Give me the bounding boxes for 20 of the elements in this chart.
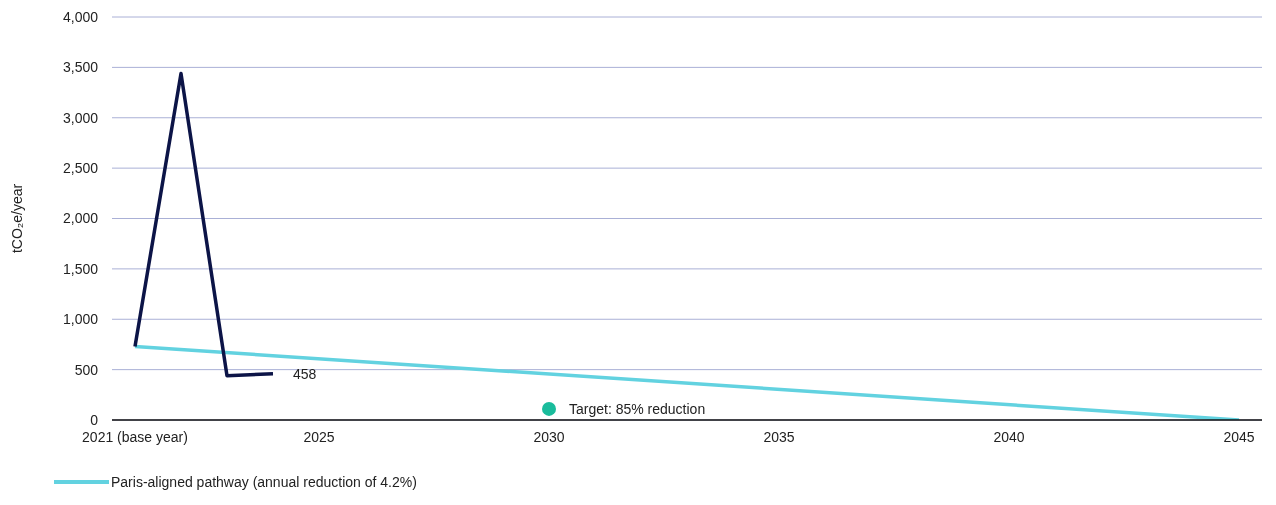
legend-label: Paris-aligned pathway (annual reduction of 4.2%) <box>111 473 417 490</box>
y-tick-label: 4,000 <box>62 8 99 25</box>
x-tick-label: 2021 (base year) <box>82 428 188 445</box>
y-tick-label: 2,500 <box>62 160 99 177</box>
y-tick-label: 0 <box>90 411 99 428</box>
y-tick-label: 500 <box>74 361 99 378</box>
y-tick-label: 1,000 <box>62 311 99 328</box>
y-tick-label: 1,500 <box>62 260 99 277</box>
line-series <box>133 71 275 378</box>
data-label: 458 <box>293 365 317 382</box>
y-tick-label: 3,500 <box>62 59 99 76</box>
y-tick-label: 3,000 <box>62 109 99 126</box>
y-axis-title: tCO₂e/year <box>9 183 25 254</box>
x-tick-label: 2035 <box>763 428 795 445</box>
x-tick-label: 2040 <box>993 428 1025 445</box>
x-tick-label: 2025 <box>303 428 335 445</box>
x-tick-label: 2045 <box>1223 428 1255 445</box>
annotation: Target: 85% reduction <box>569 400 706 417</box>
y-tick-label: 2,000 <box>62 210 99 227</box>
x-tick-label: 2030 <box>533 428 565 445</box>
